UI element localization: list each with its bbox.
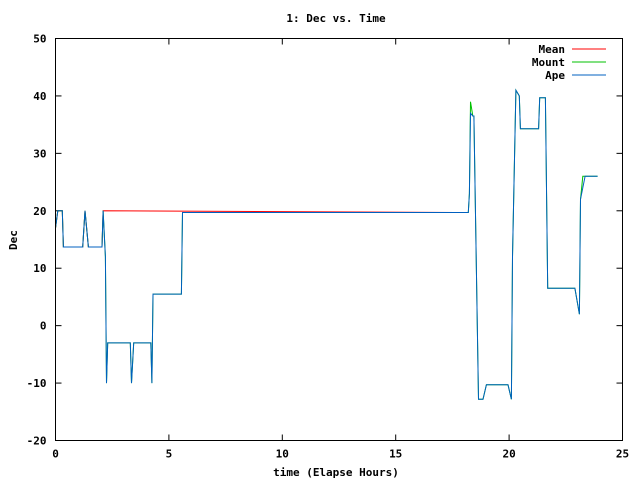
y-tick-label: 30 — [33, 147, 46, 160]
x-tick-label: 5 — [166, 448, 173, 461]
legend-label-mean: Mean — [539, 43, 566, 56]
series-line-mean — [55, 210, 469, 248]
plot-series — [55, 88, 598, 400]
y-tick-label: 10 — [33, 262, 46, 275]
y-tick-label: -20 — [27, 435, 47, 448]
series-line-mount — [55, 88, 598, 400]
legend-label-mount: Mount — [532, 56, 565, 69]
chart-title: 1: Dec vs. Time — [286, 12, 386, 25]
y-tick-label: 40 — [33, 90, 46, 103]
legend-label-ape: Ape — [545, 69, 565, 82]
plot-frame — [55, 38, 623, 441]
y-tick-label: 20 — [33, 205, 46, 218]
y-axis-label: Dec — [7, 230, 20, 250]
y-tick-label: -10 — [27, 377, 47, 390]
series-line-ape — [55, 88, 598, 400]
axis-ticks: 0 5 10 15 20 25 -20 -10 0 10 20 30 40 50 — [27, 33, 630, 461]
x-axis-label: time (Elapse Hours) — [273, 466, 399, 479]
x-tick-label: 10 — [276, 448, 289, 461]
x-tick-label: 15 — [389, 448, 402, 461]
x-tick-label: 25 — [616, 448, 629, 461]
x-tick-label: 20 — [502, 448, 515, 461]
y-tick-label: 0 — [40, 320, 47, 333]
x-tick-label: 0 — [52, 448, 59, 461]
y-tick-label: 50 — [33, 33, 46, 46]
